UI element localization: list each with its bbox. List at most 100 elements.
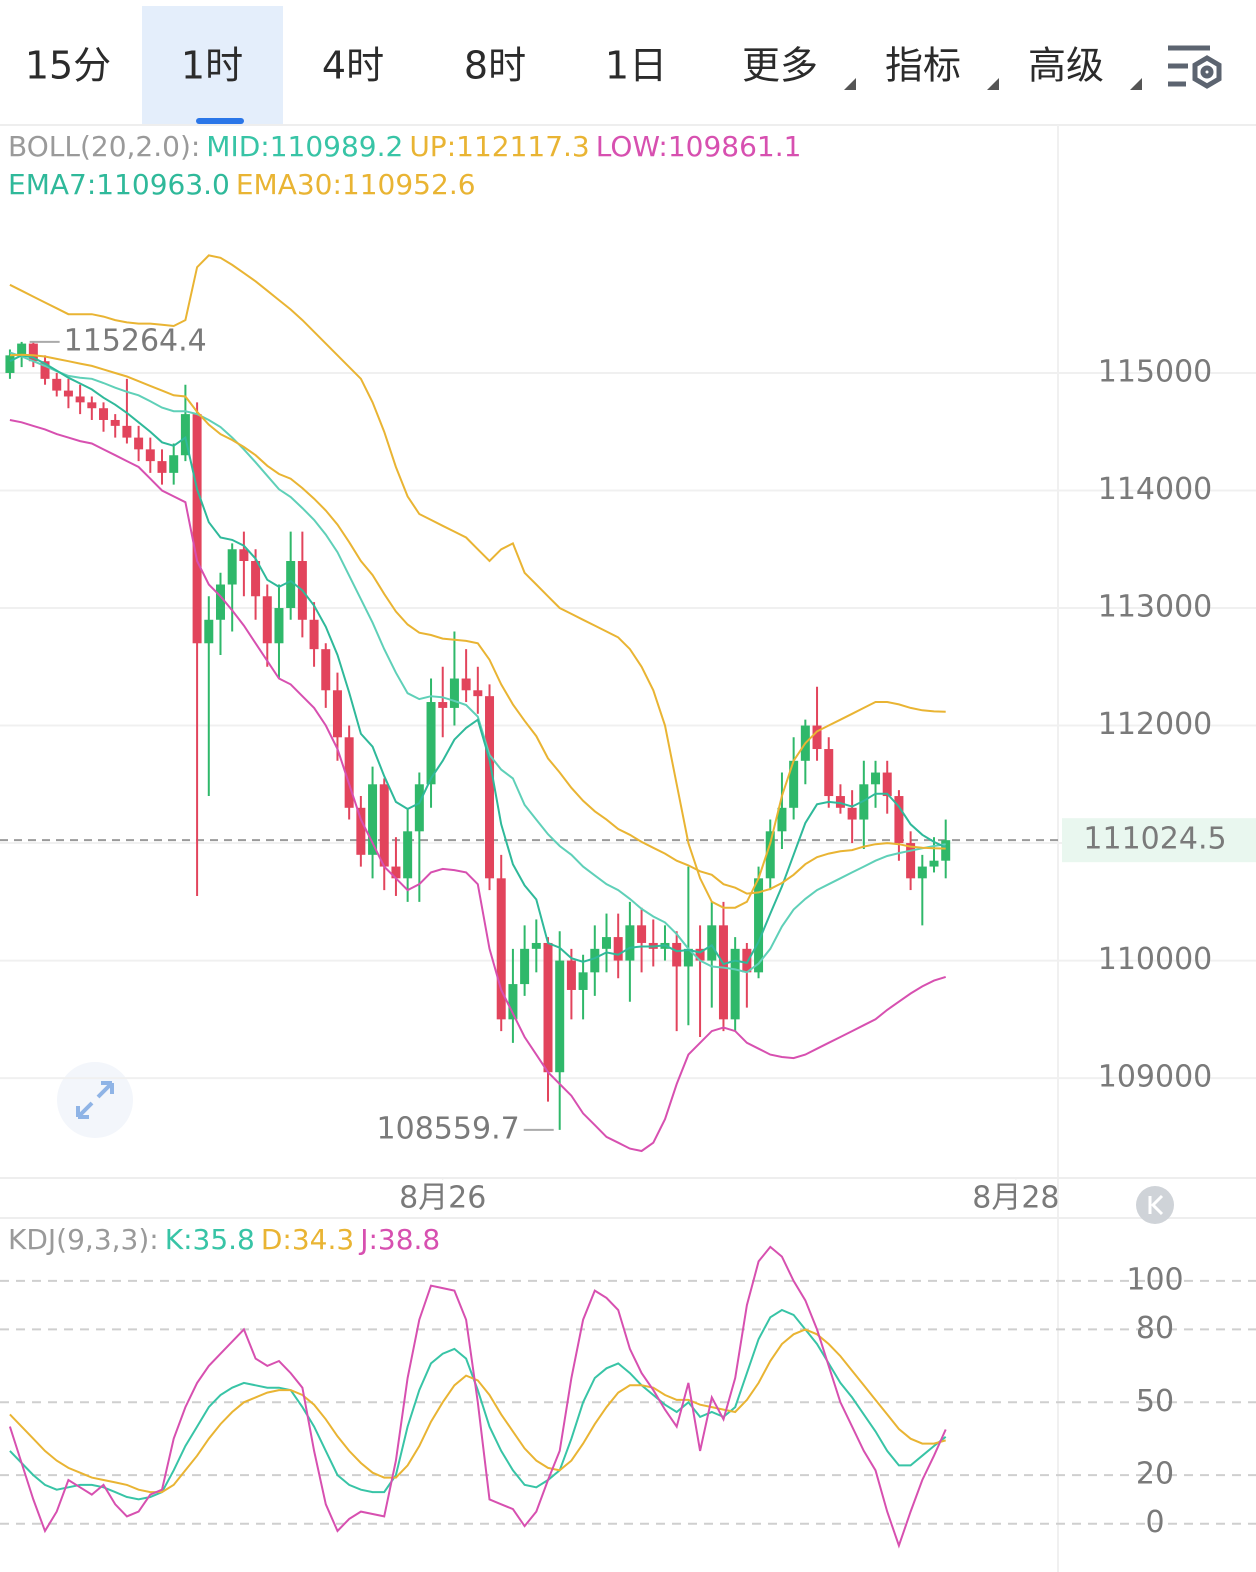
candle (859, 760, 869, 849)
candle-body (75, 396, 85, 403)
candle (145, 437, 155, 473)
candle-body (110, 419, 120, 426)
candle-body (52, 378, 62, 391)
settings-icon[interactable] (1168, 45, 1222, 89)
tab[interactable]: 15分 (25, 44, 111, 88)
candle (835, 784, 845, 814)
candle-body (789, 760, 799, 808)
expand-button[interactable] (57, 1062, 133, 1138)
y-tick-label: 100 (1126, 1262, 1183, 1297)
candle (718, 901, 728, 1032)
candle-body (180, 414, 190, 456)
candle-body (379, 784, 389, 867)
candle (847, 790, 857, 844)
candle-body (520, 948, 530, 985)
candle (122, 378, 132, 444)
legend-item: KDJ(9,3,3): (8, 1223, 159, 1256)
candle-body (227, 549, 237, 585)
dropdown-arrow (987, 78, 999, 90)
candle-body (192, 414, 202, 644)
candle (496, 854, 506, 1032)
legend-item: EMA7:110963.0 (8, 168, 230, 201)
indicator-legend: EMA7:110963.0 EMA30:110952.6 (8, 168, 476, 201)
candle-body (496, 878, 506, 1020)
candle-body (742, 948, 752, 973)
candle-body (17, 343, 27, 356)
candle (742, 942, 752, 1008)
candle (414, 772, 424, 902)
candle (917, 854, 927, 926)
tab[interactable]: 更多 (742, 44, 818, 88)
candle-body (87, 402, 97, 409)
y-tick-label: 0 (1145, 1505, 1164, 1540)
candle-body (403, 831, 413, 879)
candle (87, 396, 97, 420)
candle-body (274, 608, 284, 644)
low-marker-label: 108559.7 (377, 1111, 520, 1146)
candle-body (449, 678, 459, 708)
tab[interactable]: 8时 (464, 44, 526, 88)
y-tick-label: 80 (1136, 1311, 1174, 1346)
kdj-line (9, 1308, 947, 1501)
candle (625, 901, 635, 1002)
candle-body (461, 678, 471, 691)
candle-body (262, 596, 272, 644)
kdj-line (8, 1245, 947, 1549)
last-price-label: 111024.5 (1083, 822, 1226, 857)
candle (906, 831, 916, 891)
candle (344, 725, 354, 820)
y-tick-label: 112000 (1098, 707, 1213, 742)
candle (730, 937, 740, 1032)
legend-item: K:35.8 (165, 1223, 255, 1256)
last-price-box (1062, 818, 1256, 863)
candle-body (414, 784, 424, 832)
candle-body (251, 561, 261, 597)
x-tick-label: 8月26 (399, 1181, 486, 1216)
tab[interactable]: 1时 (181, 44, 243, 88)
tab[interactable]: 1日 (605, 44, 667, 88)
candle (800, 719, 810, 785)
scroll-latest-button[interactable] (1136, 1186, 1174, 1224)
candle-body (40, 361, 50, 379)
candle (508, 948, 518, 1043)
candle-body (63, 390, 73, 397)
indicator-legend: BOLL(20,2.0): MID:110989.2 UP:112117.3 LOW:… (8, 130, 801, 163)
candle (590, 925, 600, 996)
indicator-line (9, 353, 946, 895)
candle (204, 596, 214, 797)
indicator-line (9, 419, 947, 1153)
indicator-line (9, 254, 946, 909)
candle-body (508, 984, 518, 1020)
legend-item: EMA30:110952.6 (236, 168, 476, 201)
legend-item: MID:110989.2 (206, 130, 403, 163)
candle (75, 384, 85, 415)
candle (473, 666, 483, 714)
candle (543, 937, 553, 1102)
y-tick-label: 114000 (1098, 472, 1213, 507)
candle-body (882, 772, 892, 797)
candle (134, 425, 144, 462)
candle-body (368, 784, 378, 855)
candle-body (543, 942, 553, 1073)
candle-body (672, 942, 682, 967)
candle (578, 954, 588, 1020)
tab[interactable]: 4时 (322, 44, 384, 88)
tab[interactable]: 高级 (1028, 44, 1104, 88)
candle (672, 931, 682, 1032)
candle (227, 543, 237, 632)
candle-body (929, 860, 939, 867)
candle (695, 925, 705, 1037)
candle-body (683, 948, 693, 967)
candle (777, 772, 787, 849)
tab[interactable]: 指标 (885, 44, 961, 88)
candle (613, 913, 623, 979)
active-tab-underline (196, 118, 244, 124)
candle-body (356, 807, 366, 855)
legend-item: J:38.8 (358, 1223, 440, 1256)
candle-body (286, 561, 296, 609)
candle-body (5, 355, 15, 373)
high-marker-label: 115264.4 (64, 323, 207, 358)
candle-body (344, 737, 354, 808)
candle-body (894, 796, 904, 844)
